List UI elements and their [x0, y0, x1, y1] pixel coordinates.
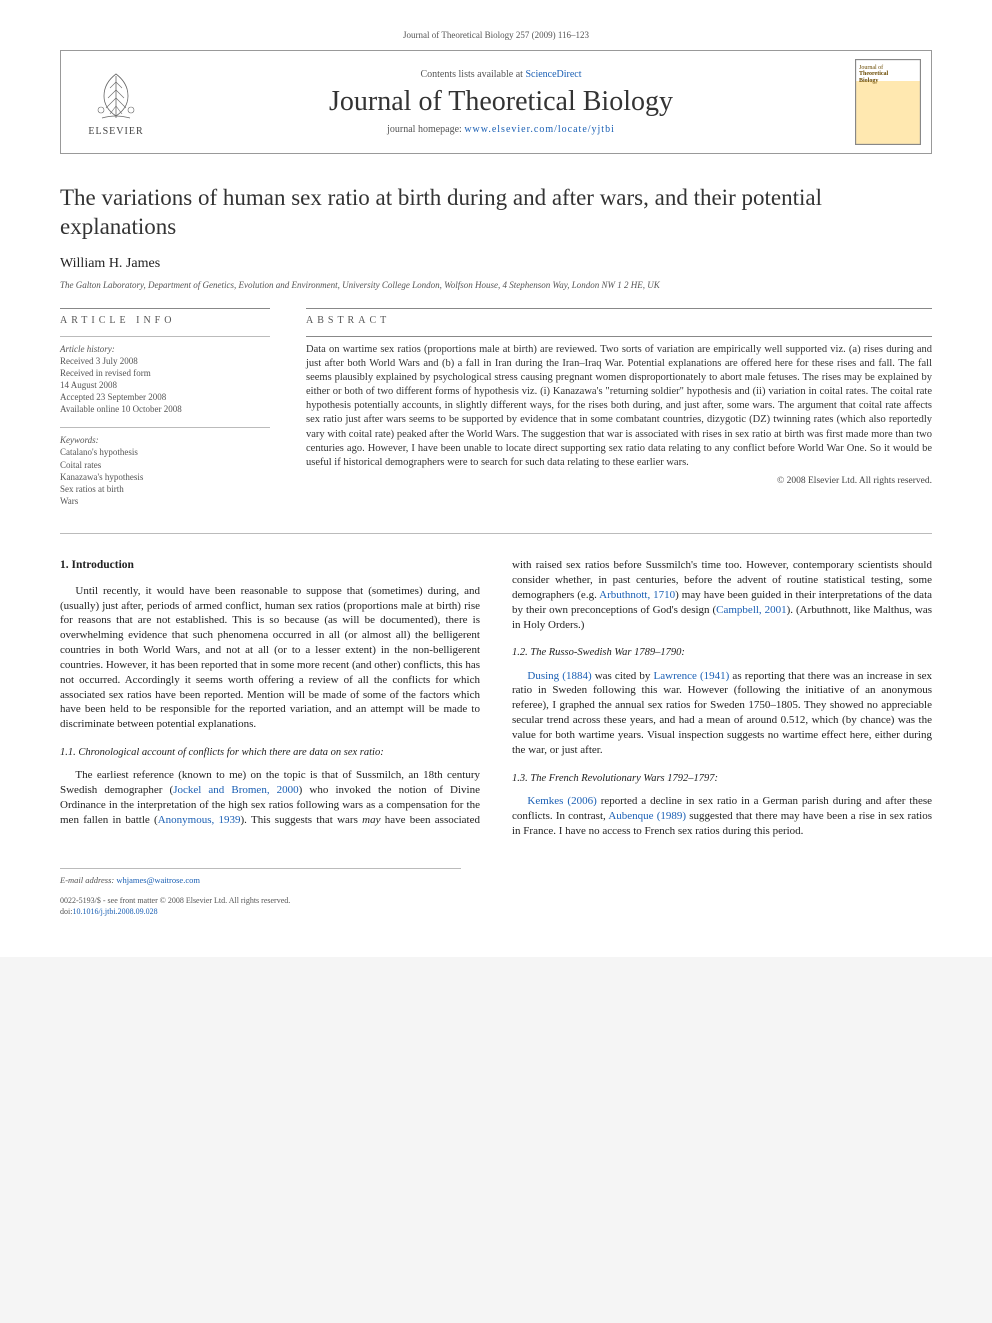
sciencedirect-link[interactable]: ScienceDirect: [525, 69, 581, 80]
abstract-col: ABSTRACT Data on wartime sex ratios (pro…: [306, 308, 932, 508]
abstract-heading: ABSTRACT: [306, 308, 932, 326]
publisher-block: ELSEVIER: [71, 68, 161, 137]
abstract-text: Data on wartime sex ratios (proportions …: [306, 336, 932, 471]
cover-text: Journal of Theoretical Biology: [859, 65, 888, 84]
article-title: The variations of human sex ratio at bir…: [60, 184, 932, 242]
text-span: as reporting that there was an increase …: [512, 670, 932, 756]
text-span: was cited by: [592, 670, 654, 682]
section-1-3-para: Kemkes (2006) reported a decline in sex …: [512, 794, 932, 839]
keywords-label: Keywords:: [60, 434, 270, 446]
masthead-center: Contents lists available at ScienceDirec…: [161, 69, 841, 135]
info-abstract-row: ARTICLE INFO Article history: Received 3…: [60, 308, 932, 508]
keyword: Sex ratios at birth: [60, 483, 270, 495]
citation-link[interactable]: Anonymous, 1939: [158, 814, 241, 826]
body-columns: 1. Introduction Until recently, it would…: [60, 558, 932, 838]
footer-bottom: 0022-5193/$ - see front matter © 2008 El…: [60, 896, 461, 917]
affiliation: The Galton Laboratory, Department of Gen…: [60, 280, 932, 290]
homepage-prefix: journal homepage:: [387, 124, 464, 135]
journal-cover-thumbnail: Journal of Theoretical Biology: [855, 59, 921, 145]
section-1-2-para: Dusing (1884) was cited by Lawrence (194…: [512, 669, 932, 758]
email-label: E-mail address:: [60, 875, 114, 885]
elsevier-tree-icon: [88, 68, 144, 124]
author-name: William H. James: [60, 256, 932, 272]
page: Journal of Theoretical Biology 257 (2009…: [0, 0, 992, 957]
section-divider: [60, 533, 932, 534]
email-link[interactable]: whjames@waitrose.com: [116, 875, 200, 885]
keyword: Coital rates: [60, 459, 270, 471]
journal-name: Journal of Theoretical Biology: [161, 86, 841, 118]
citation-link[interactable]: Aubenque (1989): [608, 810, 686, 822]
section-1-heading: 1. Introduction: [60, 558, 480, 574]
masthead-right: Journal of Theoretical Biology: [841, 59, 921, 145]
issn-line: 0022-5193/$ - see front matter © 2008 El…: [60, 896, 461, 906]
abstract-copyright: © 2008 Elsevier Ltd. All rights reserved…: [306, 476, 932, 486]
keyword: Catalano's hypothesis: [60, 446, 270, 458]
citation-link[interactable]: Jockel and Bromen, 2000: [173, 784, 298, 796]
citation-link[interactable]: Kemkes (2006): [527, 795, 596, 807]
footer-block: E-mail address: whjames@waitrose.com 002…: [60, 868, 461, 917]
running-head: Journal of Theoretical Biology 257 (2009…: [60, 30, 932, 40]
email-line: E-mail address: whjames@waitrose.com: [60, 875, 461, 886]
section-1-para: Until recently, it would have been reaso…: [60, 584, 480, 732]
homepage-link[interactable]: www.elsevier.com/locate/yjtbi: [464, 124, 615, 135]
publisher-name: ELSEVIER: [88, 126, 143, 137]
history-online: Available online 10 October 2008: [60, 403, 270, 415]
italic-text: may: [362, 814, 380, 826]
keyword: Kanazawa's hypothesis: [60, 471, 270, 483]
section-1-3-heading: 1.3. The French Revolutionary Wars 1792–…: [512, 772, 932, 786]
doi-line: doi:10.1016/j.jtbi.2008.09.028: [60, 907, 461, 917]
citation-link[interactable]: Lawrence (1941): [654, 670, 730, 682]
keyword: Wars: [60, 495, 270, 507]
section-1-2-heading: 1.2. The Russo-Swedish War 1789–1790:: [512, 646, 932, 660]
article-info-heading: ARTICLE INFO: [60, 308, 270, 326]
masthead: ELSEVIER Contents lists available at Sci…: [60, 50, 932, 154]
history-revised-label: Received in revised form: [60, 367, 270, 379]
text-span: ). This suggests that wars: [241, 814, 363, 826]
citation-link[interactable]: Dusing (1884): [527, 670, 591, 682]
history-label: Article history:: [60, 343, 270, 355]
contents-line: Contents lists available at ScienceDirec…: [161, 69, 841, 80]
citation-link[interactable]: Arbuthnott, 1710: [599, 589, 675, 601]
history-accepted: Accepted 23 September 2008: [60, 391, 270, 403]
contents-prefix: Contents lists available at: [420, 69, 525, 80]
homepage-line: journal homepage: www.elsevier.com/locat…: [161, 124, 841, 135]
doi-link[interactable]: 10.1016/j.jtbi.2008.09.028: [72, 907, 157, 916]
article-history: Article history: Received 3 July 2008 Re…: [60, 336, 270, 416]
doi-label: doi:: [60, 907, 72, 916]
section-1-1-heading: 1.1. Chronological account of conflicts …: [60, 746, 480, 760]
article-info-col: ARTICLE INFO Article history: Received 3…: [60, 308, 270, 508]
history-revised-date: 14 August 2008: [60, 379, 270, 391]
keywords-block: Keywords: Catalano's hypothesis Coital r…: [60, 427, 270, 507]
history-received: Received 3 July 2008: [60, 355, 270, 367]
citation-link[interactable]: Campbell, 2001: [716, 604, 786, 616]
